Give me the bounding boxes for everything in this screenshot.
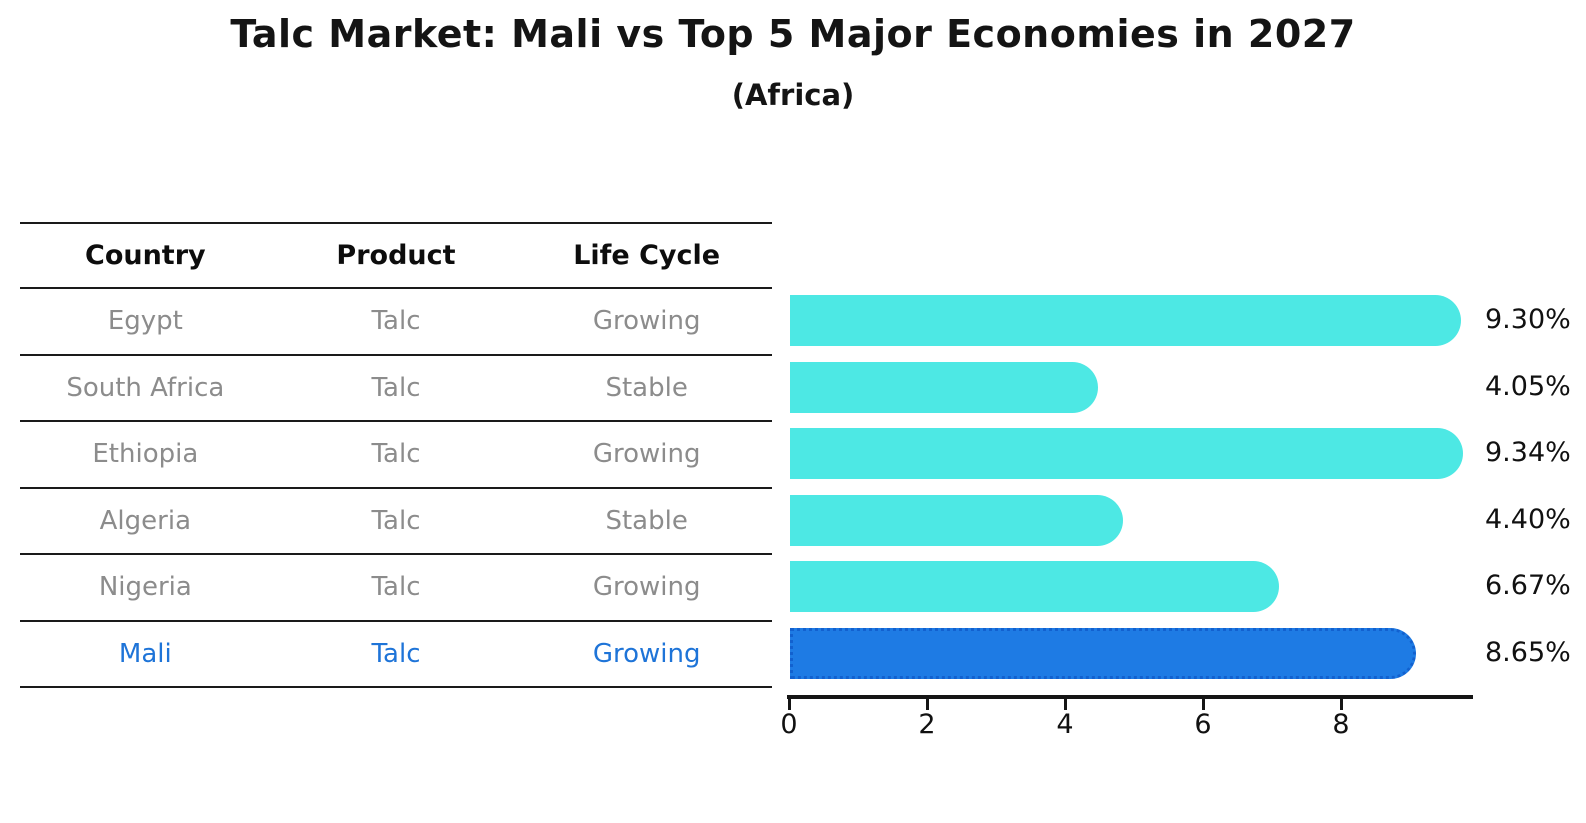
- bar-row: 9.30%: [789, 287, 1571, 354]
- table-cell-life-cycle: Growing: [592, 572, 701, 602]
- bar-value-label: 8.65%: [1485, 636, 1571, 668]
- table-cell-country: Egypt: [107, 306, 183, 336]
- table-cell-country: Mali: [118, 638, 172, 669]
- bar-egypt: [790, 295, 1461, 346]
- table-row: Algeria Talc Stable: [20, 489, 772, 555]
- table-header-cell: Country: [85, 240, 206, 271]
- x-axis-tick-label: 4: [1056, 709, 1074, 740]
- chart-title: Talc Market: Mali vs Top 5 Major Economi…: [230, 12, 1356, 56]
- table-cell-product: Talc: [371, 306, 421, 336]
- bar-chart: 9.30% 4.05% 9.34% 4.40% 6.67% 8.65% 0 2 4 6 8: [780, 287, 1571, 740]
- x-axis-tick: [1339, 699, 1343, 710]
- table-row: Ethiopia Talc Growing: [20, 422, 772, 489]
- x-axis-line: [787, 695, 1473, 699]
- table-cell-product: Talc: [371, 372, 421, 403]
- bar-value-label: 4.05%: [1485, 370, 1571, 402]
- table-cell-country: South Africa: [66, 372, 225, 403]
- table-cell-country: Nigeria: [98, 572, 192, 602]
- bar-mali: [790, 627, 1416, 679]
- table-cell-life-cycle: Growing: [592, 439, 701, 469]
- x-axis-tick: [925, 699, 929, 710]
- x-axis-tick-label: 6: [1194, 709, 1212, 740]
- table-header-cell: Life Cycle: [573, 240, 721, 271]
- bars-area: 9.30% 4.05% 9.34% 4.40% 6.67% 8.65%: [789, 287, 1571, 687]
- table-cell-life-cycle: Stable: [605, 372, 688, 403]
- bar-row: 9.34%: [789, 420, 1571, 487]
- bar-row: 8.65%: [789, 620, 1571, 687]
- table-cell-life-cycle: Growing: [592, 638, 701, 669]
- bar-algeria: [790, 494, 1123, 546]
- table-cell-life-cycle: Growing: [592, 306, 701, 336]
- table-cell-product: Talc: [371, 572, 421, 602]
- table-cell-country: Ethiopia: [92, 439, 199, 469]
- table-row: Mali Talc Growing: [20, 622, 772, 688]
- x-axis-tick: [1201, 699, 1205, 710]
- bar-nigeria: [790, 561, 1280, 612]
- country-table: Country Product Life Cycle Egypt Talc Growin…: [20, 222, 772, 688]
- bar-value-label: 9.34%: [1485, 437, 1571, 468]
- table-row: Egypt Talc Growing: [20, 289, 772, 356]
- table-cell-country: Algeria: [99, 505, 191, 536]
- table-cell-product: Talc: [371, 439, 421, 469]
- bar-value-label: 6.67%: [1485, 570, 1571, 601]
- bar-row: 6.67%: [789, 553, 1571, 620]
- x-axis-tick: [1063, 699, 1067, 710]
- x-axis-tick-label: 0: [780, 709, 798, 740]
- x-axis-tick-label: 2: [918, 709, 936, 740]
- bar-ethiopia: [790, 428, 1464, 479]
- bar-value-label: 9.30%: [1485, 304, 1571, 335]
- table-cell-product: Talc: [371, 638, 421, 669]
- x-axis-tick-label: 8: [1332, 709, 1350, 740]
- x-axis-tick: [787, 699, 791, 710]
- chart-subtitle: (Africa): [731, 78, 855, 112]
- bar-row: 4.05%: [789, 354, 1571, 421]
- bar-south-africa: [790, 361, 1099, 413]
- table-body: Egypt Talc Growing South Africa Talc Stable Et…: [20, 289, 772, 688]
- table-row: South Africa Talc Stable: [20, 356, 772, 422]
- bar-value-label: 4.40%: [1485, 503, 1571, 535]
- bar-row: 4.40%: [789, 487, 1571, 554]
- table-row: Nigeria Talc Growing: [20, 555, 772, 622]
- table-cell-product: Talc: [371, 505, 421, 536]
- table-cell-life-cycle: Stable: [605, 505, 688, 536]
- table-header-cell: Product: [336, 240, 456, 271]
- table-header-row: Country Product Life Cycle: [20, 222, 772, 289]
